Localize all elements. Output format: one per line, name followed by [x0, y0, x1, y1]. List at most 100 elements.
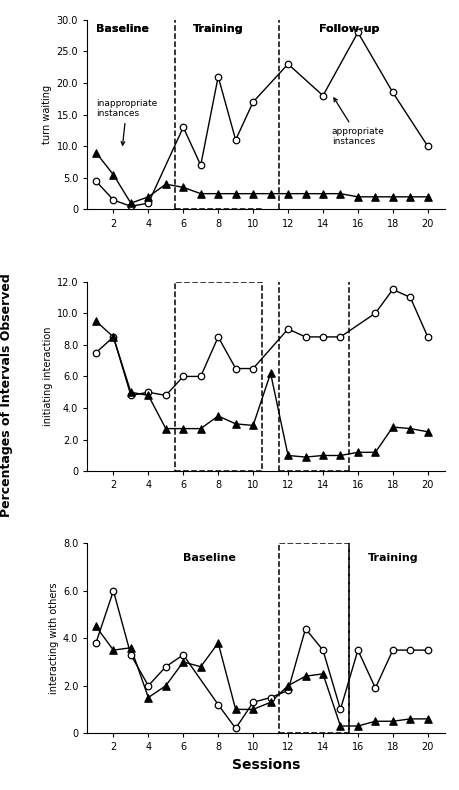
Point — [302, 187, 309, 200]
Point — [145, 679, 152, 692]
Point — [92, 346, 100, 359]
Text: Baseline: Baseline — [95, 24, 149, 34]
Point — [214, 330, 222, 343]
Point — [389, 190, 397, 203]
Point — [232, 703, 239, 716]
Point — [267, 187, 274, 200]
Point — [319, 330, 327, 343]
Point — [162, 679, 169, 692]
Point — [285, 450, 292, 462]
Point — [337, 187, 344, 200]
Point — [354, 26, 362, 39]
Point — [145, 197, 152, 209]
Point — [407, 291, 414, 303]
Point — [249, 362, 257, 374]
Point — [162, 178, 169, 190]
Point — [145, 386, 152, 399]
Point — [285, 187, 292, 200]
Point — [127, 641, 134, 654]
Text: Follow-up: Follow-up — [319, 24, 379, 34]
Point — [424, 330, 431, 343]
Point — [127, 386, 134, 399]
Point — [92, 175, 100, 187]
Point — [179, 649, 187, 661]
Y-axis label: interacting with others: interacting with others — [49, 582, 59, 694]
Bar — [174, 281, 262, 472]
Point — [92, 314, 100, 327]
Point — [232, 722, 239, 735]
Point — [214, 70, 222, 83]
Point — [110, 168, 117, 181]
Text: Training: Training — [193, 24, 244, 34]
Point — [145, 691, 152, 704]
Point — [354, 644, 362, 656]
Point — [127, 649, 134, 661]
Text: Baseline: Baseline — [95, 24, 149, 34]
Point — [179, 121, 187, 134]
Point — [319, 450, 327, 462]
Point — [232, 187, 239, 200]
Point — [354, 446, 362, 459]
Y-axis label: turn waiting: turn waiting — [42, 85, 52, 145]
Point — [197, 159, 204, 171]
Point — [92, 620, 100, 633]
Point — [389, 283, 397, 295]
Point — [372, 682, 379, 694]
Point — [214, 187, 222, 200]
Point — [337, 450, 344, 462]
Point — [145, 190, 152, 203]
Point — [214, 637, 222, 649]
Point — [424, 644, 431, 656]
Point — [110, 585, 117, 597]
Text: Percentages of Intervals Observed: Percentages of Intervals Observed — [0, 273, 13, 517]
Point — [285, 322, 292, 335]
Point — [424, 713, 431, 725]
Point — [179, 423, 187, 435]
Bar — [280, 544, 349, 733]
Point — [249, 703, 257, 716]
Point — [389, 86, 397, 99]
Text: appropriate
instances: appropriate instances — [332, 98, 385, 146]
Text: Follow-up: Follow-up — [319, 24, 379, 34]
Point — [389, 644, 397, 656]
Point — [179, 181, 187, 194]
Point — [424, 140, 431, 152]
Point — [267, 367, 274, 379]
Point — [127, 200, 134, 213]
Point — [319, 668, 327, 680]
Point — [372, 446, 379, 459]
Point — [232, 134, 239, 146]
Point — [249, 419, 257, 432]
Point — [302, 330, 309, 343]
Point — [407, 423, 414, 435]
Point — [319, 644, 327, 656]
Point — [302, 670, 309, 683]
Point — [162, 660, 169, 673]
Point — [319, 187, 327, 200]
Point — [197, 370, 204, 383]
Y-axis label: initiating interaction: initiating interaction — [43, 327, 52, 426]
X-axis label: Sessions: Sessions — [232, 758, 300, 772]
Point — [407, 713, 414, 725]
Point — [145, 389, 152, 402]
Point — [110, 330, 117, 343]
Point — [179, 656, 187, 668]
Point — [197, 423, 204, 435]
Point — [285, 679, 292, 692]
Point — [424, 426, 431, 438]
Text: Baseline: Baseline — [183, 553, 236, 562]
Point — [267, 696, 274, 709]
Point — [302, 623, 309, 635]
Point — [337, 703, 344, 716]
Point — [92, 637, 100, 649]
Point — [389, 421, 397, 434]
Point — [372, 307, 379, 319]
Point — [162, 423, 169, 435]
Point — [249, 696, 257, 709]
Point — [197, 187, 204, 200]
Point — [92, 146, 100, 159]
Point — [354, 190, 362, 203]
Point — [389, 715, 397, 728]
Point — [162, 389, 169, 402]
Point — [214, 698, 222, 711]
